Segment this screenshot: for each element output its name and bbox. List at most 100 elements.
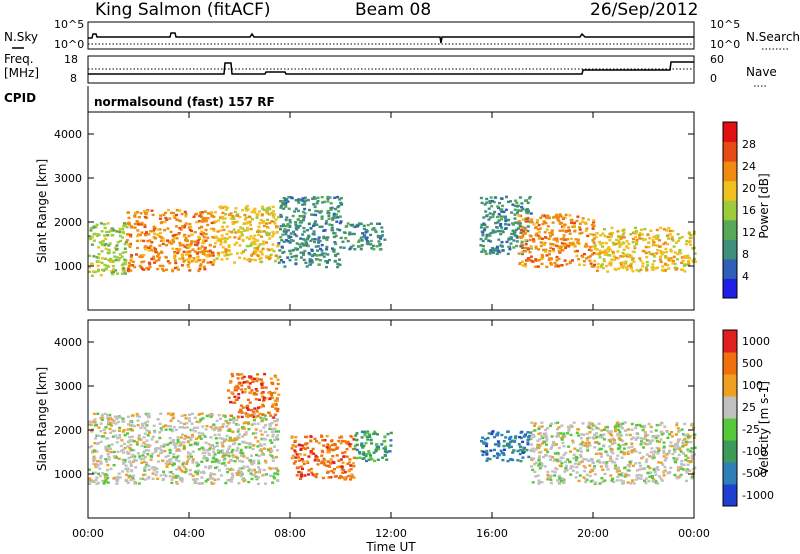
echo-cell <box>188 254 192 257</box>
echo-cell <box>594 452 598 456</box>
echo-cell <box>119 239 123 243</box>
echo-cell <box>641 262 645 265</box>
colorbar-segment <box>723 440 737 463</box>
echo-cell <box>313 205 317 208</box>
echo-cell <box>365 236 369 239</box>
echo-cell <box>99 440 103 444</box>
echo-cell <box>209 415 213 418</box>
echo-cell <box>265 241 268 244</box>
echo-cell <box>301 242 305 246</box>
echo-cell <box>164 455 168 458</box>
echo-cell <box>593 473 597 476</box>
echo-cell <box>616 469 620 472</box>
echo-cell <box>165 244 168 247</box>
echo-cell <box>602 461 606 464</box>
echo-cell <box>180 426 184 429</box>
echo-cell <box>513 213 517 216</box>
echo-cell <box>521 233 525 236</box>
echo-cell <box>357 223 361 227</box>
echo-cell <box>235 423 239 426</box>
echo-cell <box>96 269 100 273</box>
echo-cell <box>143 432 147 435</box>
echo-cell <box>631 479 635 482</box>
echo-cell <box>100 250 104 253</box>
echo-cell <box>140 422 144 426</box>
echo-cell <box>287 195 291 199</box>
echo-cell <box>279 215 283 218</box>
echo-cell <box>517 227 520 230</box>
echo-cell <box>224 213 228 216</box>
echo-cell <box>180 264 184 267</box>
echo-cell <box>292 462 296 465</box>
echo-cell <box>265 207 269 210</box>
echo-cell <box>222 228 226 232</box>
echo-cell <box>563 470 567 473</box>
echo-cell <box>376 458 380 461</box>
echo-cell <box>685 469 689 473</box>
echo-cell <box>273 420 277 423</box>
echo-cell <box>147 464 151 468</box>
echo-cell <box>320 454 324 457</box>
echo-cell <box>196 256 200 259</box>
echo-cell <box>240 252 244 255</box>
echo-cell <box>497 238 501 241</box>
echo-cell <box>91 479 95 483</box>
echo-cell <box>562 453 566 457</box>
echo-cell <box>199 211 203 214</box>
echo-cell <box>481 244 485 248</box>
echo-cell <box>222 221 226 224</box>
echo-cell <box>250 210 254 214</box>
echo-cell <box>690 457 694 460</box>
echo-cell <box>675 241 678 244</box>
echo-cell <box>171 239 175 242</box>
echo-cell <box>369 438 373 442</box>
echo-cell <box>341 461 345 464</box>
echo-cell <box>583 252 586 256</box>
echo-cell <box>644 477 648 480</box>
echo-cell <box>98 241 102 244</box>
echo-cell <box>320 215 324 218</box>
echo-cell <box>346 462 350 465</box>
freq-panel: Freq. [MHz] 18 8 Nave 60 0 <box>4 52 777 87</box>
echo-cell <box>569 424 573 427</box>
echo-cell <box>537 445 541 448</box>
echo-cell <box>381 234 384 237</box>
echo-cell <box>188 222 192 226</box>
echo-cell <box>183 471 187 474</box>
echo-cell <box>533 463 537 466</box>
echo-cell <box>361 232 365 235</box>
echo-cell <box>268 453 272 457</box>
echo-cell <box>336 262 340 266</box>
echo-cell <box>115 478 118 481</box>
echo-cell <box>253 407 257 410</box>
echo-cell <box>237 433 241 436</box>
echo-cell <box>339 442 343 445</box>
echo-cell <box>206 261 210 264</box>
echo-cell <box>246 408 250 411</box>
echo-cell <box>656 466 659 469</box>
echo-cell <box>657 447 661 450</box>
echo-cell <box>647 422 651 426</box>
echo-cell <box>624 429 628 432</box>
echo-cell <box>232 228 236 231</box>
echo-cell <box>617 428 621 432</box>
echo-cell <box>383 454 387 457</box>
echo-cell <box>314 475 318 479</box>
echo-cell <box>332 235 336 239</box>
echo-cell <box>146 443 150 447</box>
echo-cell <box>557 250 561 253</box>
echo-cell <box>281 233 285 236</box>
echo-cell <box>548 232 552 235</box>
echo-cell <box>233 460 237 463</box>
echo-cell <box>174 446 178 449</box>
echo-cell <box>192 257 196 260</box>
echo-cell <box>658 423 662 427</box>
echo-cell <box>173 266 177 270</box>
echo-cell <box>201 252 205 255</box>
echo-cell <box>219 450 223 453</box>
echo-cell <box>307 455 311 458</box>
echo-cell <box>189 225 193 228</box>
echo-cell <box>616 230 620 233</box>
echo-cell <box>254 398 258 401</box>
echo-cell <box>389 431 393 435</box>
